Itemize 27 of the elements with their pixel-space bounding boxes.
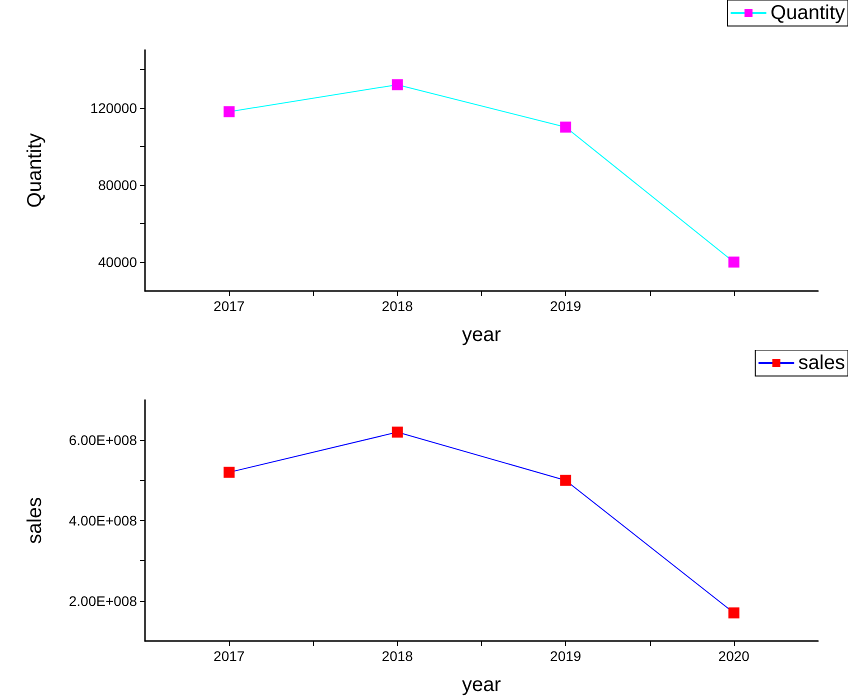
legend-label: Quantity	[770, 2, 845, 24]
point	[728, 256, 740, 268]
y-tick-label: 4.00E+008	[68, 512, 138, 528]
x-tick-label: 2019	[550, 648, 582, 664]
x-tick-label: 2020	[718, 648, 750, 664]
x-tick-label: 2019	[550, 298, 582, 314]
y-tick-label: 120000	[90, 100, 138, 116]
point	[224, 466, 235, 478]
point	[560, 474, 572, 486]
x-tick-label: 2017	[214, 298, 245, 314]
x-tick-label: 2018	[382, 298, 414, 314]
y-axis-title: Quantity	[24, 133, 46, 208]
point	[728, 607, 740, 618]
point	[392, 79, 403, 90]
y-tick-label: 6.00E+008	[68, 432, 138, 448]
point	[392, 426, 403, 438]
x-tick-label: 2017	[214, 648, 245, 664]
y-tick-label: 2.00E+008	[68, 592, 138, 609]
x-axis-title: year	[462, 674, 502, 696]
x-axis-title: year	[462, 324, 502, 346]
point	[560, 122, 572, 133]
y-tick-label: 40000	[98, 254, 138, 270]
point	[224, 106, 235, 118]
legend-label: sales	[798, 352, 846, 374]
y-tick-label: 80000	[98, 176, 138, 193]
x-tick-label: 2018	[382, 648, 414, 664]
y-axis-title: sales	[24, 497, 46, 544]
